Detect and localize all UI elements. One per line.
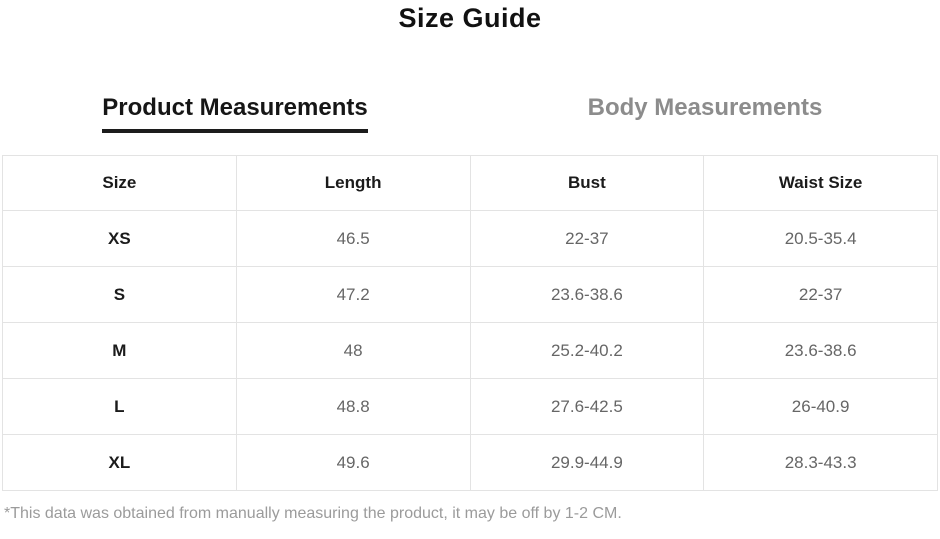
length-cell: 46.5 [235,210,471,267]
bust-cell: 25.2-40.2 [469,322,705,379]
tab-body-measurements-label: Body Measurements [587,94,823,121]
tab-product-measurements-label: Product Measurements [102,94,368,133]
page-title: Size Guide [398,3,542,33]
waist-cell: 23.6-38.6 [703,322,938,379]
table-row: XS 46.5 22-37 20.5-35.4 [2,210,938,267]
waist-cell: 22-37 [703,266,938,323]
bust-cell: 29.9-44.9 [469,434,705,491]
table-row: M 48 25.2-40.2 23.6-38.6 [2,322,938,379]
tab-body-measurements[interactable]: Body Measurements [470,94,940,133]
column-header-bust: Bust [469,155,705,211]
measurement-tabs: Product Measurements Body Measurements [0,94,940,133]
size-guide-table: Size Length Bust Waist Size XS 46.5 22-3… [2,155,938,491]
table-row: L 48.8 27.6-42.5 26-40.9 [2,378,938,435]
length-cell: 49.6 [235,434,471,491]
bust-cell: 23.6-38.6 [469,266,705,323]
measurement-disclaimer: *This data was obtained from manually me… [4,505,622,522]
size-cell: XS [2,210,237,267]
table-header-row: Size Length Bust Waist Size [2,155,938,211]
size-cell: XL [2,434,237,491]
waist-cell: 20.5-35.4 [703,210,938,267]
column-header-waist-size: Waist Size [703,155,938,211]
size-cell: L [2,378,237,435]
table-row: S 47.2 23.6-38.6 22-37 [2,266,938,323]
length-cell: 47.2 [235,266,471,323]
tab-product-measurements[interactable]: Product Measurements [0,94,470,133]
length-cell: 48 [235,322,471,379]
waist-cell: 26-40.9 [703,378,938,435]
bust-cell: 22-37 [469,210,705,267]
column-header-length: Length [235,155,471,211]
size-cell: M [2,322,237,379]
column-header-size: Size [2,155,237,211]
waist-cell: 28.3-43.3 [703,434,938,491]
length-cell: 48.8 [235,378,471,435]
bust-cell: 27.6-42.5 [469,378,705,435]
table-row: XL 49.6 29.9-44.9 28.3-43.3 [2,434,938,491]
size-cell: S [2,266,237,323]
